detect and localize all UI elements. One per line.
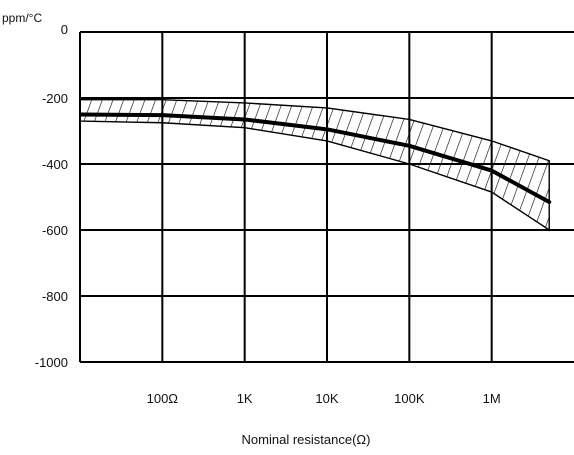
y-tick-label: -1000 [35, 355, 68, 370]
y-tick-label: -200 [42, 91, 68, 106]
tolerance-band [80, 98, 550, 232]
x-tick-label: 1K [237, 391, 253, 406]
y-tick-label: 0 [61, 22, 68, 37]
x-tick-label: 10K [315, 391, 338, 406]
axes [79, 32, 574, 363]
tolerance-band-area [80, 98, 550, 232]
y-tick-label: -600 [42, 223, 68, 238]
x-tick-label: 1M [483, 391, 501, 406]
labels: 0 -200 -400 -600 -800 -1000 100Ω 1K 10K 100K 1M ppm… [2, 11, 501, 447]
y-unit-label: ppm/°C [2, 11, 42, 25]
y-tick-label: -800 [42, 289, 68, 304]
x-tick-label: 100K [394, 391, 425, 406]
y-tick-label: -400 [42, 157, 68, 172]
x-axis-label: Nominal resistance(Ω) [242, 432, 371, 447]
x-tick-label: 100Ω [147, 391, 179, 406]
